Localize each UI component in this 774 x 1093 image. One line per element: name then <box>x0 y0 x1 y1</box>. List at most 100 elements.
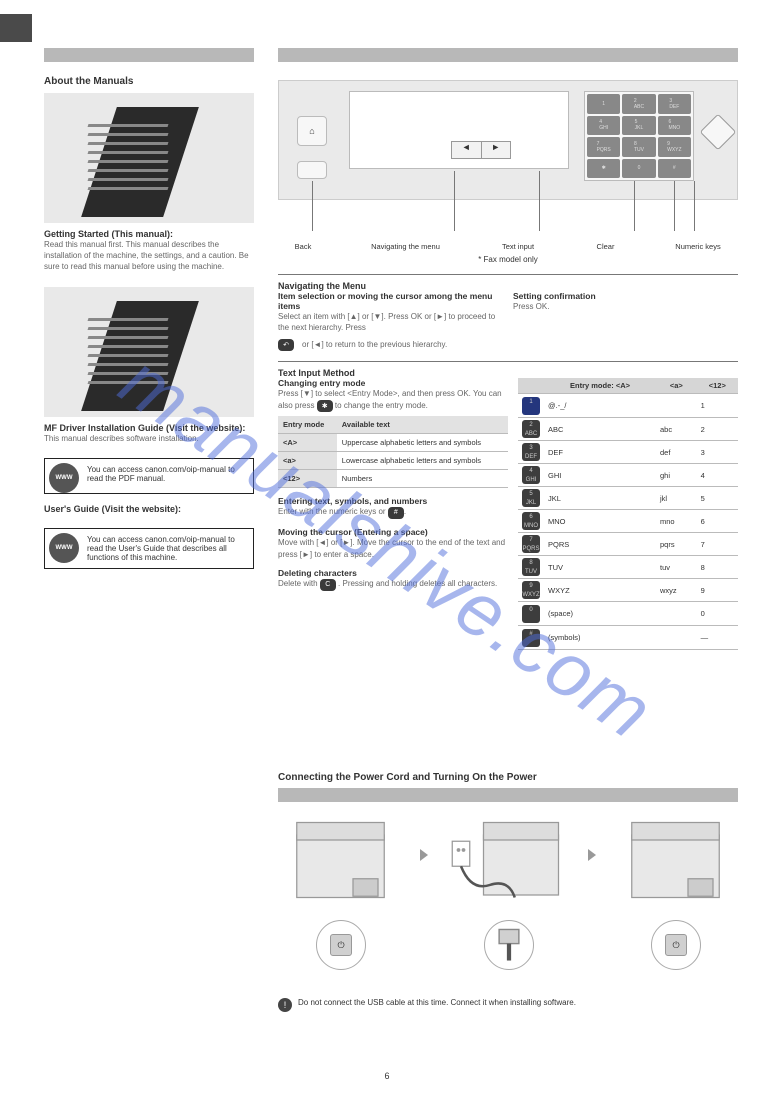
power-on-circle: ⏻ <box>651 920 701 970</box>
arrow-icon <box>588 849 596 861</box>
guide2-title: MF Driver Installation Guide (Visit the … <box>44 423 254 433</box>
guide1-title: Getting Started (This manual): <box>44 229 254 239</box>
kt-1c: 2 <box>697 418 738 441</box>
guide-thumb-1 <box>44 93 254 223</box>
power-icon: ⏻ <box>665 934 687 956</box>
delete-desc: Delete with C . Pressing and holding del… <box>278 578 508 591</box>
enter-desc: Enter with the numeric keys or #. <box>278 506 508 519</box>
mode-r2c1: Numbers <box>337 470 508 488</box>
kt-3b: ghi <box>656 464 697 487</box>
kt-10a: (symbols) <box>544 626 697 650</box>
callout-num: Numeric keys <box>658 242 738 251</box>
kt-h1: Entry mode: <A> <box>544 378 656 394</box>
kt-5a: MNO <box>544 510 656 533</box>
guide3-title: User's Guide (Visit the website): <box>44 504 254 514</box>
cursor-desc: Move with [◄] or [►]. Move the cursor to… <box>278 537 508 559</box>
key-2: 2ABC <box>522 420 540 438</box>
kt-8b: wxyz <box>656 579 697 602</box>
device-cord <box>446 810 571 940</box>
kt-5c: 6 <box>697 510 738 533</box>
device-off: ⏻ <box>278 810 403 940</box>
kt-9a: (space) <box>544 602 697 626</box>
usb-warning-text: Do not connect the USB cable at this tim… <box>298 998 576 1007</box>
page-tab <box>0 14 32 42</box>
mode-r1c1: Lowercase alphabetic letters and symbols <box>337 452 508 470</box>
kt-7b: tuv <box>656 556 697 579</box>
key-0: 0 <box>522 605 540 623</box>
key-9: 9WXYZ <box>522 581 540 599</box>
key-7: 7PQRS <box>522 535 540 553</box>
key-1: 1 <box>522 397 540 415</box>
kt-4a: JKL <box>544 487 656 510</box>
left-column: About the Manuals Getting Started (This … <box>44 68 254 569</box>
usb-warning: ! Do not connect the USB cable at this t… <box>278 998 738 1012</box>
arrows-fig: ◄ ► <box>451 141 511 159</box>
cord-icon <box>446 810 571 910</box>
kt-h2: <a> <box>656 378 697 394</box>
key-5: 5JKL <box>522 489 540 507</box>
mode-r1c0: <a> <box>278 452 337 470</box>
key-3: 3DEF <box>522 443 540 461</box>
nav-item1-title: Item selection or moving the cursor amon… <box>278 291 503 311</box>
kt-1a: ABC <box>544 418 656 441</box>
kt-0a: @.-_/ <box>544 394 697 418</box>
star-icon: ✱ <box>317 400 333 412</box>
power-off-circle: ⏻ <box>316 920 366 970</box>
nav-item2-desc: Press OK. <box>513 301 738 312</box>
key-hash: # <box>522 629 540 647</box>
printer-icon <box>613 810 738 910</box>
key-4: 4GHI <box>522 466 540 484</box>
www-icon: WWW <box>49 533 79 563</box>
guide1-desc: Read this manual first. This manual desc… <box>44 239 254 273</box>
guide-driver: MF Driver Installation Guide (Visit the … <box>44 287 254 494</box>
guide-thumb-2 <box>44 287 254 417</box>
kt-8a: WXYZ <box>544 579 656 602</box>
callout-clear: Clear <box>586 242 626 251</box>
back-icon: ↶ <box>278 339 294 351</box>
connect-title: Connecting the Power Cord and Turning On… <box>278 772 537 783</box>
nav-heading: Navigating the Menu <box>278 281 738 291</box>
key-8: 8TUV <box>522 558 540 576</box>
enter-title: Entering text, symbols, and numbers <box>278 496 508 506</box>
kt-6c: 7 <box>697 533 738 556</box>
kt-2b: def <box>656 441 697 464</box>
delete-title: Deleting characters <box>278 568 508 578</box>
right-column: ⌂ ◄ ► 12ABC3DEF 4GHI5JKL6MNO 7PQRS8TUV9W… <box>278 80 738 650</box>
kt-10c: — <box>697 626 738 650</box>
kt-6b: pqrs <box>656 533 697 556</box>
connect-section-bar <box>278 788 738 802</box>
kt-9c: 0 <box>697 602 738 626</box>
cord-circle <box>484 920 534 970</box>
mode-title: Changing entry mode <box>278 378 508 388</box>
mode-h2: Available text <box>337 416 508 434</box>
kt-h3: <12> <box>697 378 738 394</box>
guide2-link-box: WWW You can access canon.com/oip-manual … <box>44 458 254 494</box>
cursor-title: Moving the cursor (Entering a space) <box>278 527 508 537</box>
panel-callouts: Back Navigating the menu Text input Clea… <box>278 242 738 251</box>
home-button-fig: ⌂ <box>297 116 327 146</box>
arrow-icon <box>420 849 428 861</box>
callout-navi: Navigating the menu <box>361 242 451 251</box>
printer-icon <box>278 810 403 910</box>
hash-icon: # <box>388 507 404 519</box>
mode-desc: Press [▼] to select <Entry Mode>, and th… <box>278 388 508 412</box>
guide2-desc: This manual describes software installat… <box>44 433 254 444</box>
kt-7a: TUV <box>544 556 656 579</box>
start-button-fig <box>700 114 737 151</box>
connect-figures: ⏻ ⏻ <box>278 810 738 940</box>
kt-1b: abc <box>656 418 697 441</box>
kt-3c: 4 <box>697 464 738 487</box>
kt-5b: mno <box>656 510 697 533</box>
guide-users: User's Guide (Visit the website): WWW Yo… <box>44 504 254 569</box>
section-bar-right <box>278 48 738 62</box>
clear-icon: C <box>320 579 336 591</box>
kt-2a: DEF <box>544 441 656 464</box>
guide3-link-text: You can access canon.com/oip-manual to r… <box>87 535 235 562</box>
kt-3a: GHI <box>544 464 656 487</box>
nav-item1-d2: or [◄] to return to the previous hierarc… <box>302 339 447 350</box>
callout-back: Back <box>278 242 328 251</box>
mode-h1: Entry mode <box>278 416 337 434</box>
left-section-title: About the Manuals <box>44 76 254 87</box>
text-heading: Text Input Method <box>278 368 738 378</box>
guide2-link-text: You can access canon.com/oip-manual to r… <box>87 465 235 483</box>
